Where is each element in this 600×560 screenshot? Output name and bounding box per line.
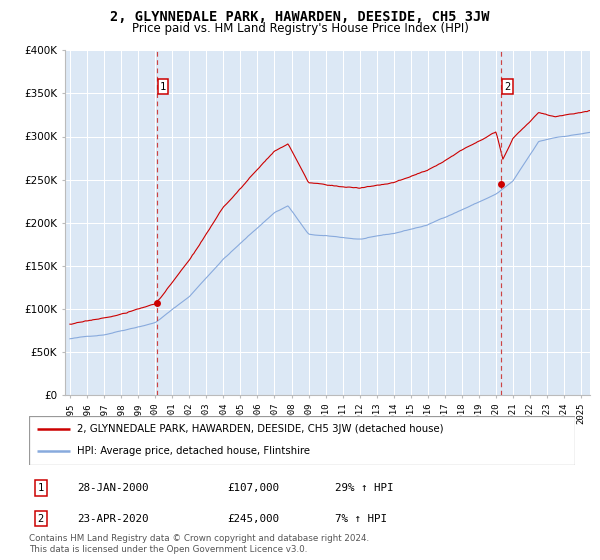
Text: 29% ↑ HPI: 29% ↑ HPI	[335, 483, 394, 493]
Text: 1: 1	[160, 82, 166, 92]
Text: Contains HM Land Registry data © Crown copyright and database right 2024.: Contains HM Land Registry data © Crown c…	[29, 534, 369, 543]
Text: This data is licensed under the Open Government Licence v3.0.: This data is licensed under the Open Gov…	[29, 545, 307, 554]
Text: Price paid vs. HM Land Registry's House Price Index (HPI): Price paid vs. HM Land Registry's House …	[131, 22, 469, 35]
Text: £107,000: £107,000	[227, 483, 279, 493]
Text: 2: 2	[505, 82, 511, 92]
Text: 23-APR-2020: 23-APR-2020	[77, 514, 148, 524]
Text: 1: 1	[38, 483, 44, 493]
Text: 2: 2	[38, 514, 44, 524]
Text: £245,000: £245,000	[227, 514, 279, 524]
Text: HPI: Average price, detached house, Flintshire: HPI: Average price, detached house, Flin…	[77, 446, 310, 456]
Text: 28-JAN-2000: 28-JAN-2000	[77, 483, 148, 493]
Text: 7% ↑ HPI: 7% ↑ HPI	[335, 514, 387, 524]
Text: 2, GLYNNEDALE PARK, HAWARDEN, DEESIDE, CH5 3JW: 2, GLYNNEDALE PARK, HAWARDEN, DEESIDE, C…	[110, 10, 490, 24]
Text: 2, GLYNNEDALE PARK, HAWARDEN, DEESIDE, CH5 3JW (detached house): 2, GLYNNEDALE PARK, HAWARDEN, DEESIDE, C…	[77, 424, 443, 434]
